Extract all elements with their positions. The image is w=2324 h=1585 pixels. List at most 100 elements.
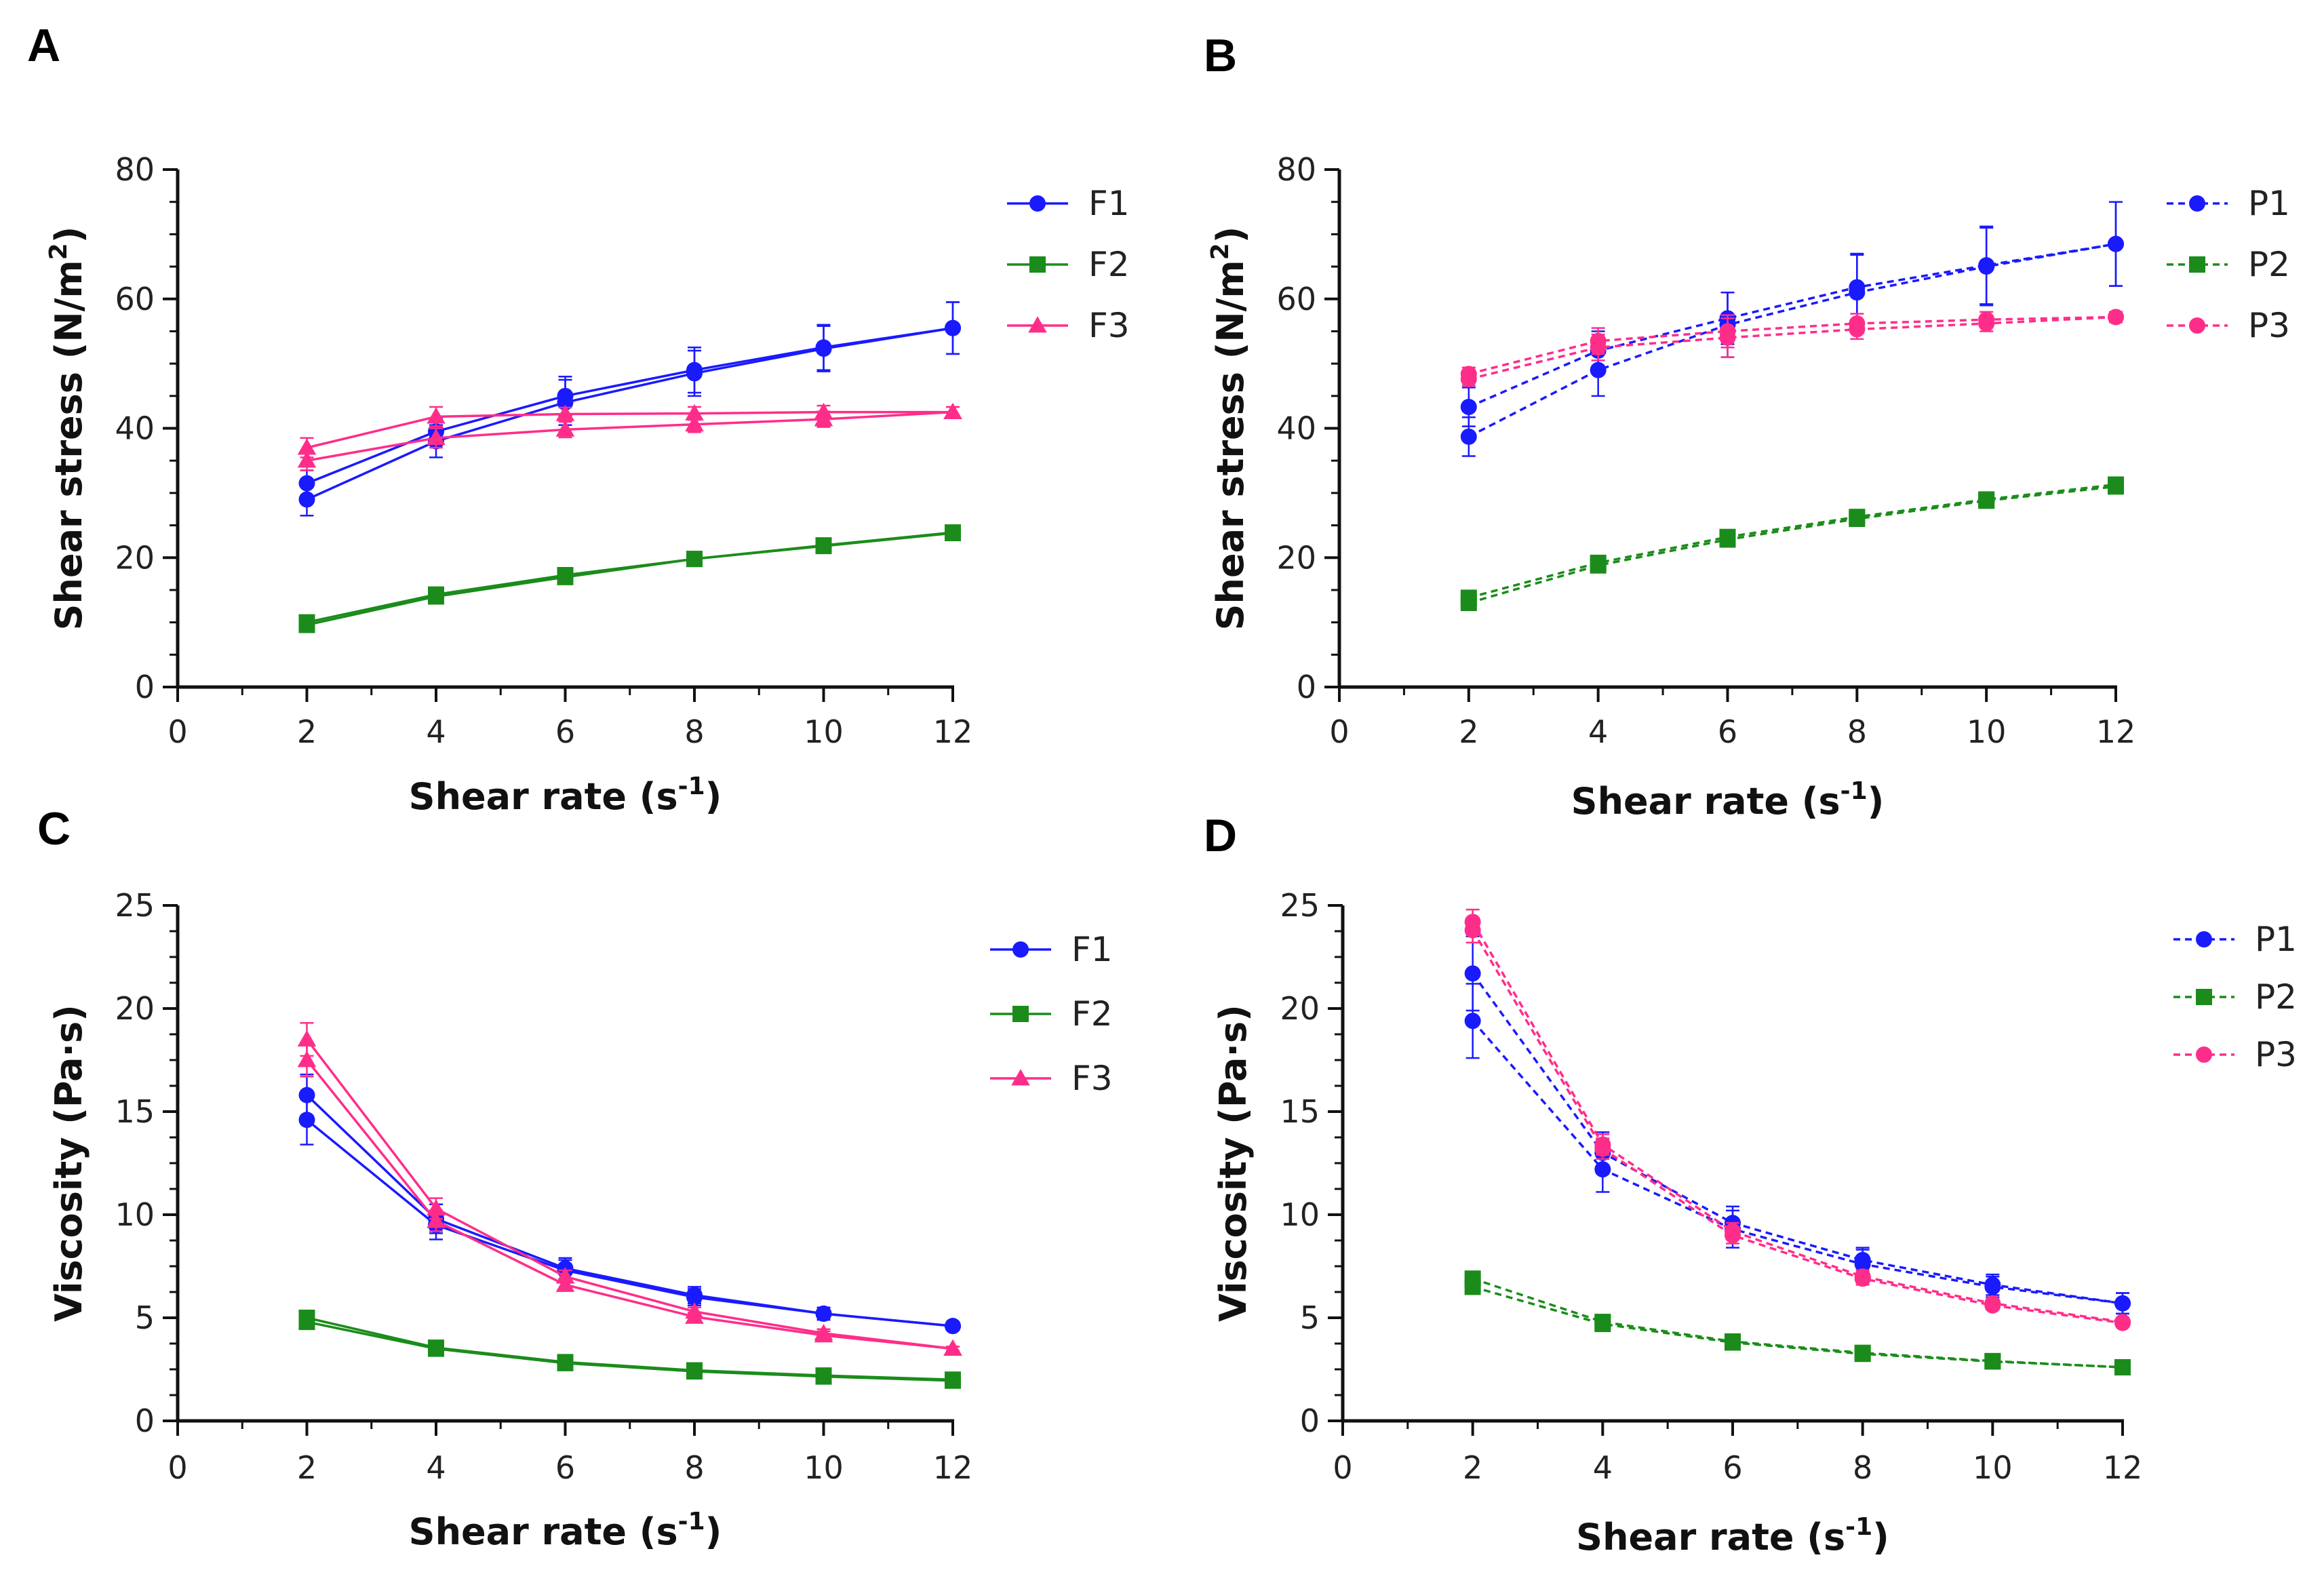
x-tick-label: 12	[933, 1449, 973, 1486]
series-line	[307, 1316, 953, 1381]
legend-marker	[2196, 931, 2212, 947]
data-point	[1460, 589, 1477, 606]
data-point	[814, 1324, 833, 1341]
data-point	[1984, 1295, 2001, 1312]
panel-letter: D	[1204, 810, 1237, 861]
legend-label: F3	[1071, 1059, 1113, 1098]
data-point	[1464, 1270, 1481, 1287]
legend-marker	[2189, 317, 2205, 334]
data-point	[945, 524, 961, 541]
data-point	[1460, 428, 1477, 445]
series-p1	[1460, 201, 2124, 457]
data-point	[298, 1087, 315, 1103]
data-point	[1984, 1352, 2001, 1369]
y-axis-title: Viscosity (Pa·s)	[47, 1004, 90, 1322]
series-p3	[1460, 309, 2124, 388]
data-point	[557, 1354, 574, 1371]
series-p3	[1460, 309, 2124, 383]
legend-label: F2	[1088, 245, 1130, 284]
data-point	[686, 1287, 703, 1304]
legend: F1 F2 F3	[990, 930, 1113, 1098]
series-line	[306, 1094, 953, 1327]
x-axis-title: Shear rate (s-1)	[1571, 777, 1885, 823]
data-point	[427, 1211, 446, 1228]
data-point	[2108, 235, 2124, 252]
series-f3	[297, 402, 962, 471]
y-tick-label: 0	[1300, 1403, 1320, 1439]
series-line	[1468, 242, 2116, 408]
data-point	[1978, 491, 1995, 508]
series-f1	[298, 301, 961, 517]
x-axis-title: Shear rate (s-1)	[409, 772, 722, 818]
data-point	[2114, 1358, 2131, 1375]
panel-letter: A	[27, 20, 60, 71]
data-point	[815, 1367, 832, 1384]
series-p2	[1464, 1270, 2131, 1375]
legend-label: F1	[1071, 930, 1113, 969]
data-point	[1854, 1268, 1871, 1285]
series-line	[1468, 485, 2116, 604]
data-point	[427, 429, 446, 446]
y-tick-label: 25	[115, 887, 155, 924]
legend-label: P3	[2248, 306, 2290, 345]
series-f3	[297, 402, 962, 458]
series-p1	[1464, 983, 2131, 1315]
x-tick-label: 2	[1459, 713, 1478, 750]
data-point	[945, 1318, 961, 1335]
y-tick-label: 0	[1297, 669, 1316, 705]
x-tick-label: 4	[426, 713, 446, 750]
x-tick-label: 12	[933, 713, 973, 750]
x-tick-label: 2	[297, 1449, 317, 1486]
x-tick-label: 10	[1973, 1449, 2013, 1486]
data-point	[815, 339, 832, 356]
data-point	[2108, 476, 2124, 493]
data-point	[945, 319, 961, 336]
y-tick-label: 15	[115, 1093, 155, 1130]
series-f2	[298, 1310, 961, 1388]
series-p2	[1460, 476, 2124, 606]
data-point	[686, 1362, 703, 1379]
series-p1	[1460, 201, 2124, 427]
data-point	[1590, 332, 1607, 349]
x-tick-label: 8	[684, 1449, 704, 1486]
x-tick-label: 2	[1463, 1449, 1482, 1486]
y-tick-label: 10	[115, 1196, 155, 1233]
data-point	[1464, 965, 1481, 982]
x-tick-label: 10	[1967, 713, 2007, 750]
series-line	[1472, 1285, 2123, 1369]
data-point	[685, 404, 704, 420]
data-point	[686, 361, 703, 378]
data-point	[555, 404, 575, 421]
series-line	[1472, 921, 2123, 1323]
y-tick-label: 40	[115, 410, 155, 447]
data-point	[2108, 309, 2124, 326]
x-tick-label: 6	[1718, 713, 1737, 750]
data-point	[298, 1310, 315, 1326]
x-tick-label: 2	[297, 713, 317, 750]
series-line	[1468, 315, 2116, 376]
y-tick-label: 40	[1276, 410, 1316, 447]
legend: P1 P2 P3	[2173, 920, 2297, 1074]
y-tick-label: 0	[135, 1403, 155, 1439]
data-point	[2114, 1295, 2131, 1312]
data-point	[1590, 554, 1607, 571]
series-line	[306, 326, 953, 485]
panel-letter: C	[37, 803, 71, 855]
legend-marker	[1029, 256, 1046, 273]
data-point	[1849, 279, 1866, 296]
data-point	[428, 586, 444, 603]
y-tick-label: 20	[115, 539, 155, 576]
legend-label: F3	[1088, 306, 1130, 345]
legend-marker	[2189, 195, 2205, 212]
data-point	[557, 387, 574, 404]
data-point	[685, 414, 704, 432]
x-tick-label: 6	[555, 713, 575, 750]
series-f1	[298, 301, 961, 497]
data-point	[427, 407, 446, 424]
series-line	[307, 410, 953, 449]
data-point	[1725, 1333, 1741, 1350]
legend-label: P2	[2248, 245, 2290, 284]
legend-label: P1	[2248, 184, 2290, 223]
legend-marker	[2196, 989, 2212, 1005]
